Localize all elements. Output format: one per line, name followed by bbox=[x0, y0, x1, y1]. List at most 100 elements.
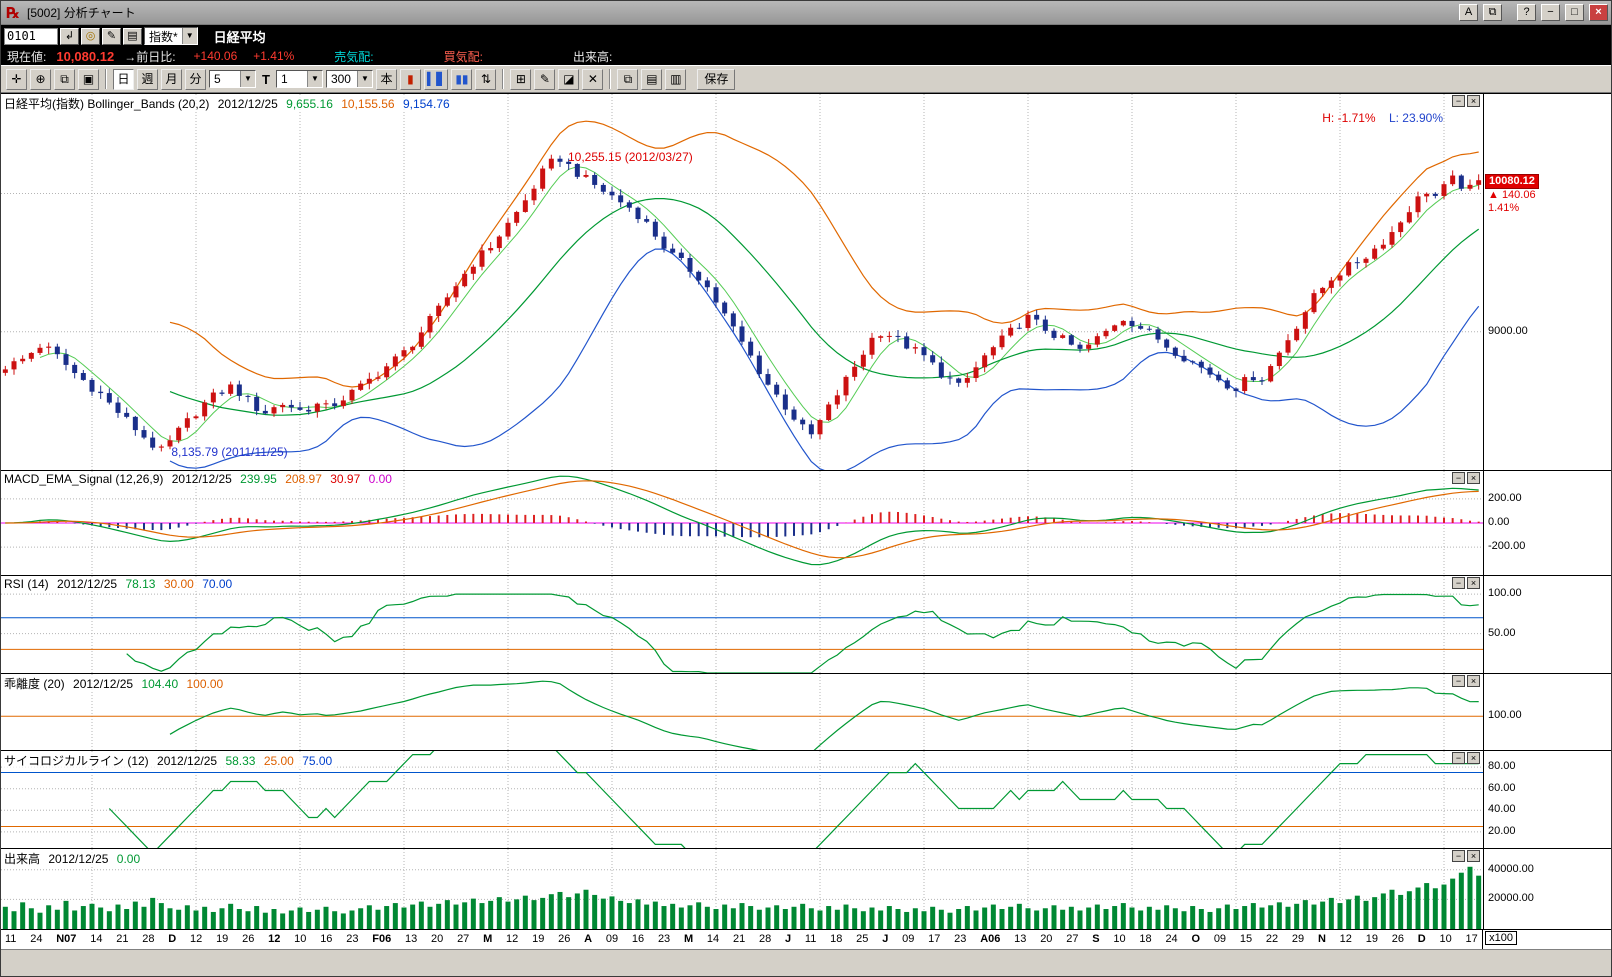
panel-buttons: − × bbox=[1452, 577, 1480, 589]
symbol-list-button[interactable]: ▤ bbox=[123, 27, 142, 45]
bars-icon: ▍▋ bbox=[426, 71, 446, 86]
market-select[interactable]: 指数* ▼ bbox=[144, 27, 198, 45]
low-annotation: 8,135.79 (2011/11/25) bbox=[171, 445, 288, 460]
current-price-marker: 10080.12 ▲ 140.06 1.41% bbox=[1485, 174, 1539, 215]
panel-minimize-button[interactable]: − bbox=[1452, 752, 1465, 764]
grid-icon[interactable]: ⊞ bbox=[510, 68, 532, 90]
bar-count-select[interactable]: 300 ▼ bbox=[325, 70, 373, 88]
panel-minimize-button[interactable]: − bbox=[1452, 472, 1465, 484]
kairi-value: 104.40 bbox=[141, 677, 179, 691]
period-month-button[interactable]: 月 bbox=[161, 68, 182, 90]
kairi-date: 2012/12/25 bbox=[73, 677, 134, 691]
kairi-panel-header: 乖離度 (20) 2012/12/25 104.40 100.00 bbox=[4, 675, 229, 692]
pan-icon[interactable]: ✛ bbox=[6, 68, 27, 90]
bar-chart-type-icon[interactable]: ▍▋ bbox=[423, 68, 449, 90]
psych-chart[interactable]: サイコロジカルライン (12) 2012/12/25 58.33 25.00 7… bbox=[1, 751, 1483, 848]
kairi-base-value: 100.00 bbox=[186, 677, 224, 691]
macd-value: 239.95 bbox=[240, 472, 277, 486]
change-value: +140.06 bbox=[193, 49, 238, 63]
font-size-button[interactable]: A bbox=[1459, 4, 1478, 21]
window-bottom-edge bbox=[1, 949, 1611, 976]
duplicate-window-button[interactable]: ⧉ bbox=[1483, 4, 1502, 21]
register-button[interactable]: ✎ bbox=[102, 27, 121, 45]
psych-lower-value: 25.00 bbox=[263, 754, 294, 768]
symbol-code-input[interactable] bbox=[4, 27, 58, 45]
enter-button[interactable]: ↲ bbox=[60, 27, 79, 45]
rsi-panel-header: RSI (14) 2012/12/25 78.13 30.00 70.00 bbox=[4, 577, 238, 591]
delete-drawing-icon[interactable]: ✕ bbox=[582, 68, 604, 90]
app-logo-icon: ℞ bbox=[6, 4, 20, 22]
panel-minimize-button[interactable]: − bbox=[1452, 95, 1465, 107]
panel-buttons: − × bbox=[1452, 752, 1480, 764]
help-button[interactable]: ? bbox=[1517, 4, 1536, 21]
zoom-icon[interactable]: ⊕ bbox=[30, 68, 51, 90]
period-day-button[interactable]: 日 bbox=[113, 68, 134, 90]
high-pct: H: -1.71% bbox=[1322, 111, 1376, 125]
boll-mid-value: 9,655.16 bbox=[286, 97, 333, 111]
panel-close-button[interactable]: × bbox=[1467, 675, 1480, 687]
panel-minimize-button[interactable]: − bbox=[1452, 675, 1465, 687]
period-week-button[interactable]: 週 bbox=[137, 68, 158, 90]
candlestick-type-icon[interactable]: ▮ bbox=[399, 68, 421, 90]
kairi-chart[interactable]: 乖離度 (20) 2012/12/25 104.40 100.00 − × bbox=[1, 674, 1483, 750]
minute-select[interactable]: 5 ▼ bbox=[209, 70, 256, 88]
osc-value: 30.97 bbox=[330, 472, 361, 486]
kairi-axis: 100.00 bbox=[1483, 674, 1611, 750]
eraser-icon[interactable]: ◪ bbox=[558, 68, 580, 90]
ask-label: 売気配: bbox=[334, 49, 374, 64]
maximize-button[interactable]: □ bbox=[1565, 4, 1584, 21]
panel-close-button[interactable]: × bbox=[1467, 472, 1480, 484]
updown-icon[interactable]: ⇅ bbox=[475, 68, 497, 90]
panel-minimize-button[interactable]: − bbox=[1452, 577, 1465, 589]
draw-icon[interactable]: ✎ bbox=[534, 68, 556, 90]
macd-title: MACD_EMA_Signal (12,26,9) bbox=[4, 472, 164, 486]
rsi-axis: 100.00 50.00 bbox=[1483, 576, 1611, 673]
histogram-type-icon[interactable]: ▮▮ bbox=[451, 68, 473, 90]
close-button[interactable]: × bbox=[1589, 4, 1608, 21]
psych-title: サイコロジカルライン (12) bbox=[4, 754, 149, 768]
copy-chart-icon[interactable]: ⧉ bbox=[54, 68, 75, 90]
period-minute-button[interactable]: 分 bbox=[185, 68, 206, 90]
x-axis: 11 24 N07 14 21 28 D 12 19 26 12 10 16 23 F06 13 20 27 M 12… bbox=[1, 930, 1611, 949]
high-low-readout: H: -1.71% L: 23.90% bbox=[1322, 111, 1443, 125]
minimize-button[interactable]: − bbox=[1541, 4, 1560, 21]
macd-chart[interactable]: MACD_EMA_Signal (12,26,9) 2012/12/25 239… bbox=[1, 471, 1483, 575]
new-window-icon[interactable]: ▣ bbox=[78, 68, 99, 90]
psych-axis: 80.00 60.00 40.00 20.00 bbox=[1483, 751, 1611, 848]
bar-count-value: 300 bbox=[326, 72, 357, 86]
rsi-chart[interactable]: RSI (14) 2012/12/25 78.13 30.00 70.00 − … bbox=[1, 576, 1483, 673]
price-date: 2012/12/25 bbox=[217, 97, 278, 111]
symbol-search-button[interactable]: ◎ bbox=[81, 27, 100, 45]
x-axis-corner: x100 bbox=[1482, 930, 1611, 949]
copy-icon[interactable]: ⧉ bbox=[617, 68, 639, 90]
bars2-icon: ▮▮ bbox=[455, 71, 469, 86]
market-select-value: 指数* bbox=[145, 27, 182, 45]
chevron-down-icon: ▼ bbox=[306, 71, 322, 87]
kairi-chart-svg bbox=[1, 674, 1483, 750]
price-chart[interactable]: 日経平均(指数) Bollinger_Bands (20,2) 2012/12/… bbox=[1, 94, 1483, 470]
symbol-toolbar: ↲ ◎ ✎ ▤ 指数* ▼ 日経平均 bbox=[1, 25, 1611, 47]
volume-chart[interactable]: 出来高 2012/12/25 0.00 − × bbox=[1, 849, 1483, 929]
panel-buttons: − × bbox=[1452, 675, 1480, 687]
date-labels: 11 24 N07 14 21 28 D 12 19 26 12 10 16 23 F06 13 20 27 M 12… bbox=[5, 933, 1478, 945]
sheet-icon[interactable]: ▤ bbox=[641, 68, 663, 90]
signal-value: 208.97 bbox=[285, 472, 322, 486]
tick-count-select[interactable]: 1 ▼ bbox=[275, 70, 323, 88]
panel-buttons: − × bbox=[1452, 472, 1480, 484]
title-bar: ℞ [5002] 分析チャート A ⧉ ? − □ × bbox=[1, 1, 1611, 25]
rsi-chart-svg bbox=[1, 576, 1483, 673]
rsi-upper-value: 70.00 bbox=[202, 577, 233, 591]
psych-panel: サイコロジカルライン (12) 2012/12/25 58.33 25.00 7… bbox=[1, 751, 1611, 849]
panel-minimize-button[interactable]: − bbox=[1452, 850, 1465, 862]
boll-upper-value: 10,155.56 bbox=[341, 97, 395, 111]
panel-close-button[interactable]: × bbox=[1467, 95, 1480, 107]
panel-close-button[interactable]: × bbox=[1467, 577, 1480, 589]
save-button[interactable]: 保存 bbox=[697, 68, 736, 90]
panel-close-button[interactable]: × bbox=[1467, 850, 1480, 862]
panel-close-button[interactable]: × bbox=[1467, 752, 1480, 764]
bars-unit-button[interactable]: 本 bbox=[375, 68, 397, 90]
rsi-date: 2012/12/25 bbox=[57, 577, 118, 591]
rsi-lower-value: 30.00 bbox=[163, 577, 194, 591]
current-price-tag: 10080.12 bbox=[1485, 174, 1539, 190]
sheet2-icon[interactable]: ▥ bbox=[665, 68, 687, 90]
